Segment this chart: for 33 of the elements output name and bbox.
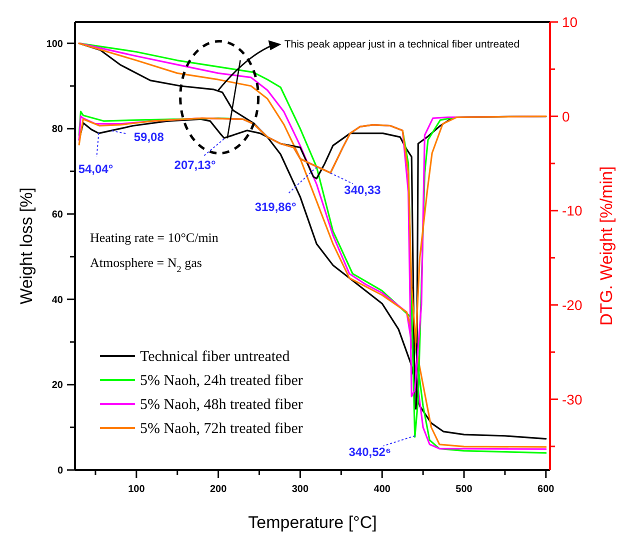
y-tick-label: 0 [57,466,64,476]
annotation: 207,13° [174,158,216,172]
annotation: Atmosphere = N$_{2}$ gas [90,255,202,274]
legend-label: 5% Naoh, 48h treated fiber [140,397,303,413]
y-tick-label: 80 [52,124,64,136]
x-tick-label: 500 [456,484,473,495]
x-tick-label: 400 [374,484,391,495]
annotation: 319,86° [254,200,297,214]
annotation: 340,33 [344,183,382,198]
annotation: 59,08 [134,130,164,144]
legend-label: Technical fiber untreated [140,349,290,365]
y-tick-label: 40 [52,294,64,306]
y2-axis-title: DTG. Weight [%/min] [597,166,616,326]
x-tick-label: 200 [210,484,228,495]
x-tick-label: 100 [128,484,146,495]
y-axis-title: Weight loss [%] [17,188,36,304]
x-tick-label: 300 [292,484,309,495]
y2-tick-label: -30 [562,391,582,408]
x-tick-label: 600 [538,484,555,495]
y2-tick-label: 0 [562,108,570,124]
legend-label: 5% Naoh, 24h treated fiber [140,373,303,389]
x-axis-title: Temperature [°C] [248,513,377,532]
y-tick-label: 60 [52,210,64,220]
y2-tick-label: -10 [562,202,582,219]
annotation: This peak appear just in a technical fiber untreated [284,38,520,50]
annotation: 54,04° [78,162,114,176]
annotation: Heating rate = 10°C/min [90,230,219,245]
y-tick-label: 20 [52,380,64,392]
y2-tick-label: -20 [562,296,582,313]
y-tick-label: 100 [46,38,64,50]
annotation: 340,52⁶ [348,444,391,459]
legend-label: 5% Naoh, 72h treated fiber [140,421,303,437]
y2-tick-label: 10 [562,14,578,30]
